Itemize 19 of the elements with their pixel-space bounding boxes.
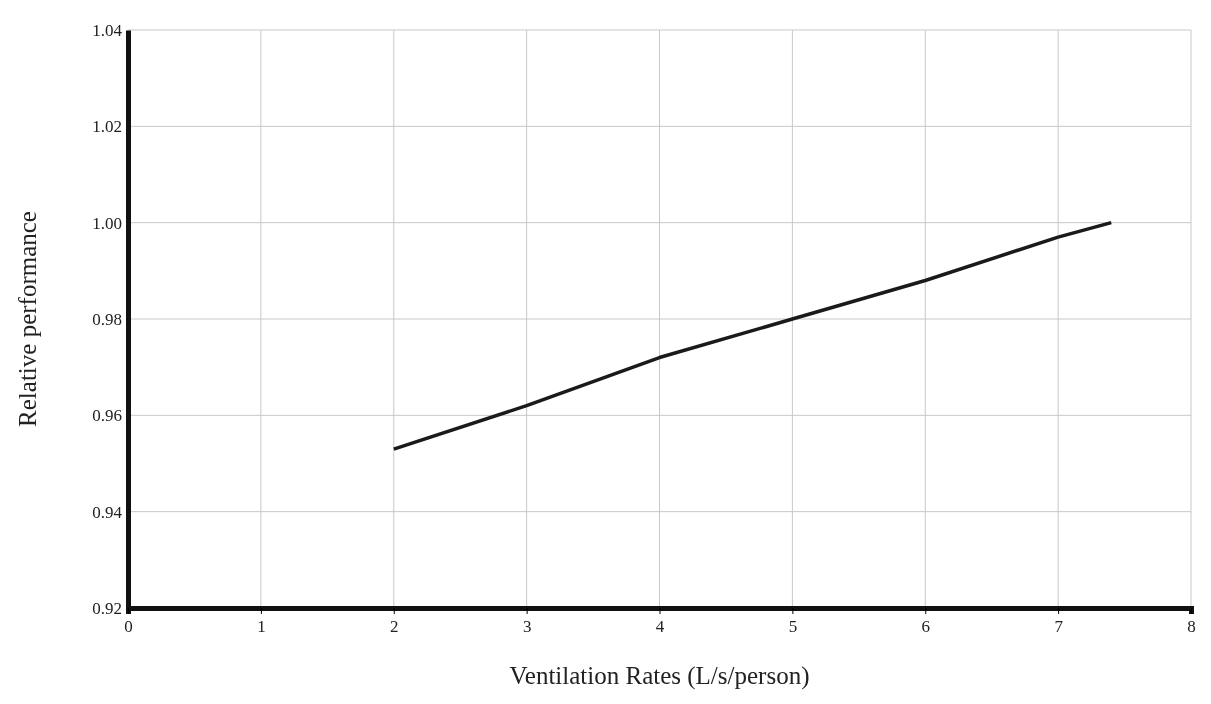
y-axis-title: Relative performance	[14, 211, 41, 427]
x-tick-label: 6	[921, 617, 930, 637]
y-tick-label: 0.98	[92, 309, 122, 329]
y-tick-label: 1.00	[92, 213, 122, 233]
x-tick-label: 8	[1187, 617, 1196, 637]
y-tick-label: 1.02	[92, 117, 122, 137]
x-tick-label: 0	[124, 617, 133, 637]
x-tick-label: 1	[257, 617, 266, 637]
y-tick-label: 1.04	[92, 20, 123, 40]
x-tick-label: 3	[522, 617, 532, 637]
y-tick-label: 0.94	[92, 502, 123, 522]
x-tick-label: 5	[788, 617, 798, 637]
x-tick-label: 7	[1054, 617, 1064, 637]
x-tick-label: 2	[390, 617, 399, 637]
line-series	[392, 220, 1114, 451]
y-tick-label: 0.96	[92, 406, 122, 426]
y-tick-label: 0.92	[92, 598, 122, 618]
x-tick-label: 4	[655, 617, 665, 637]
x-axis-title: Ventilation Rates (L/s/person)	[509, 662, 810, 690]
